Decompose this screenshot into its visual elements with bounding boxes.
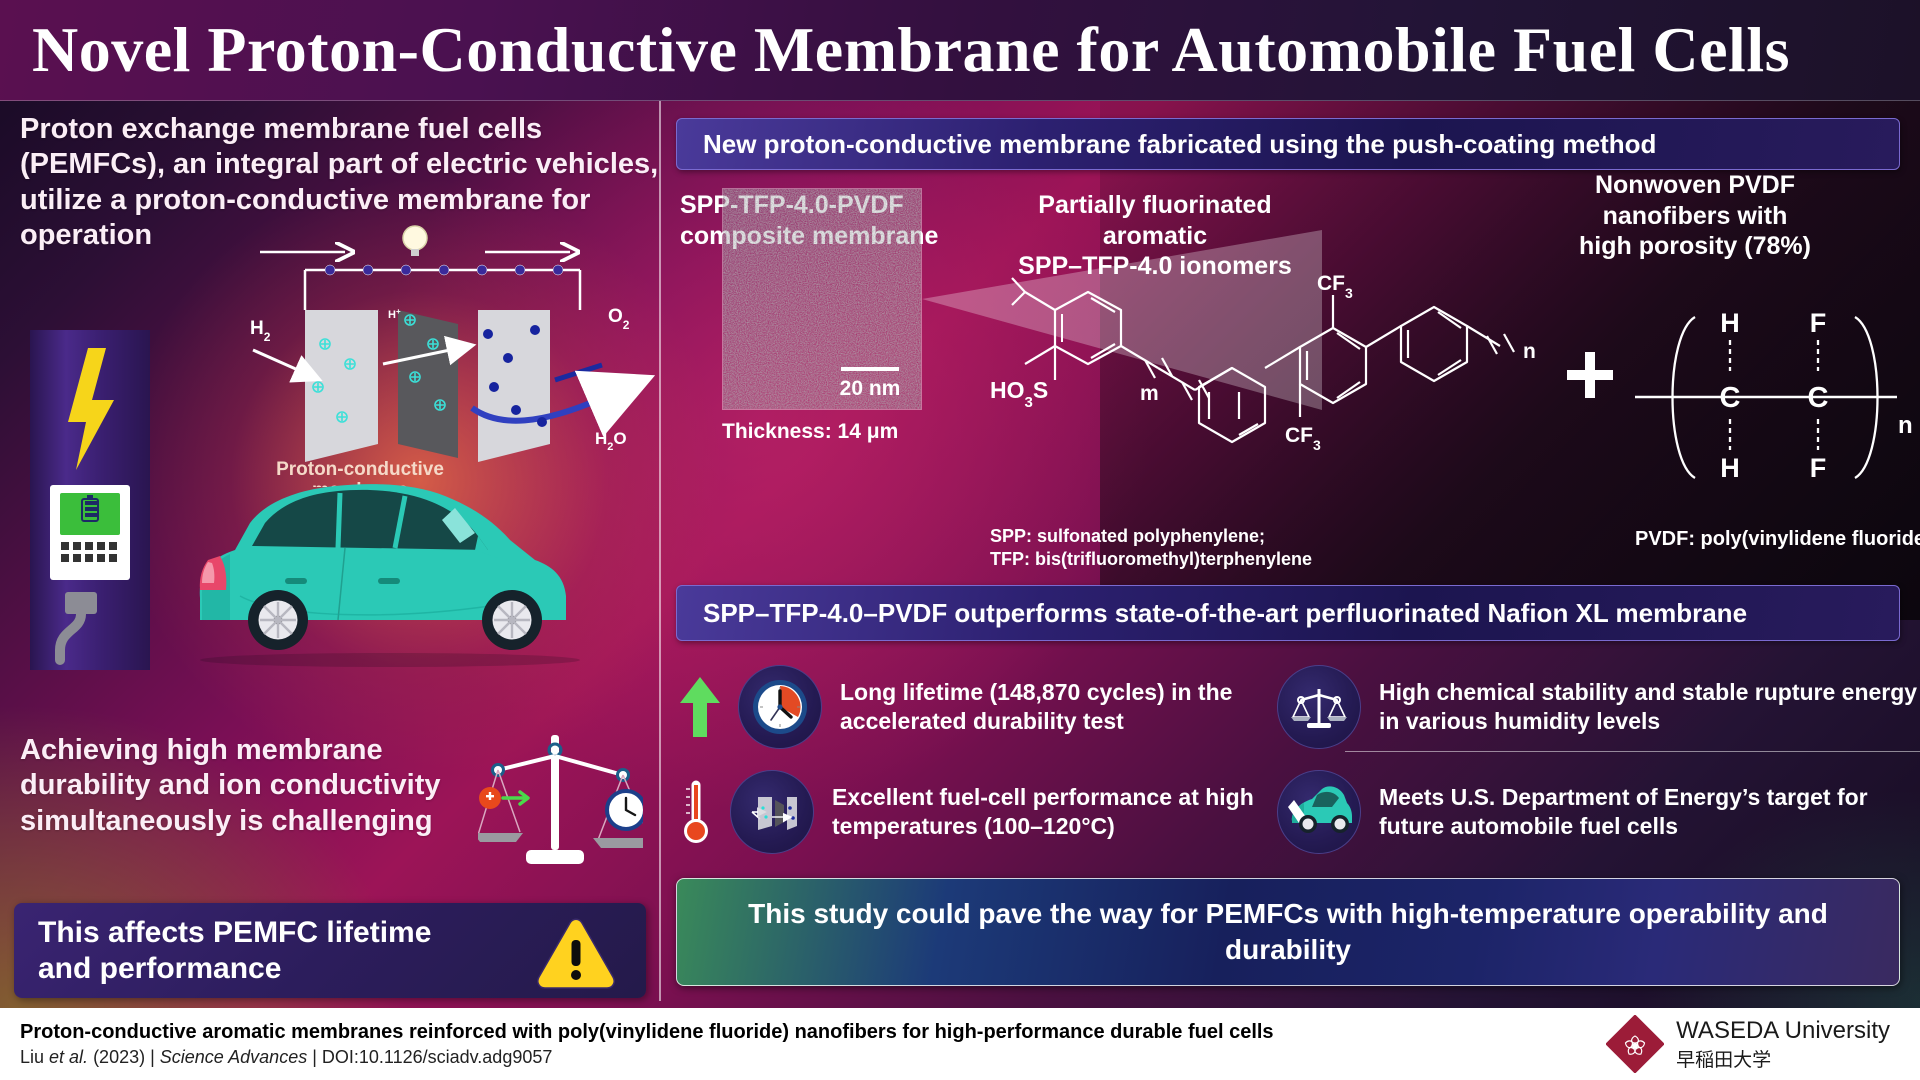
svg-text:O2: O2 [608,306,630,332]
svg-text:n: n [1898,412,1913,439]
svg-text:n: n [1523,340,1536,363]
svg-text:F: F [1810,453,1827,483]
svg-text:C: C [1720,382,1741,414]
svg-text:H2: H2 [250,318,271,344]
svg-text:F: F [1810,308,1827,338]
svg-text:H: H [1720,453,1740,483]
svg-text:C: C [1808,382,1829,414]
svg-text:HO3S: HO3S [990,377,1048,411]
svg-text:H2O: H2O [595,429,627,453]
svg-text:Proton-conductive: Proton-conductive [276,459,444,480]
svg-text:H: H [1720,308,1740,338]
svg-text:CF3: CF3 [1317,272,1353,301]
svg-text:20 nm: 20 nm [840,377,901,400]
svg-text:m: m [1140,382,1159,405]
svg-text:CF3: CF3 [1285,424,1321,453]
